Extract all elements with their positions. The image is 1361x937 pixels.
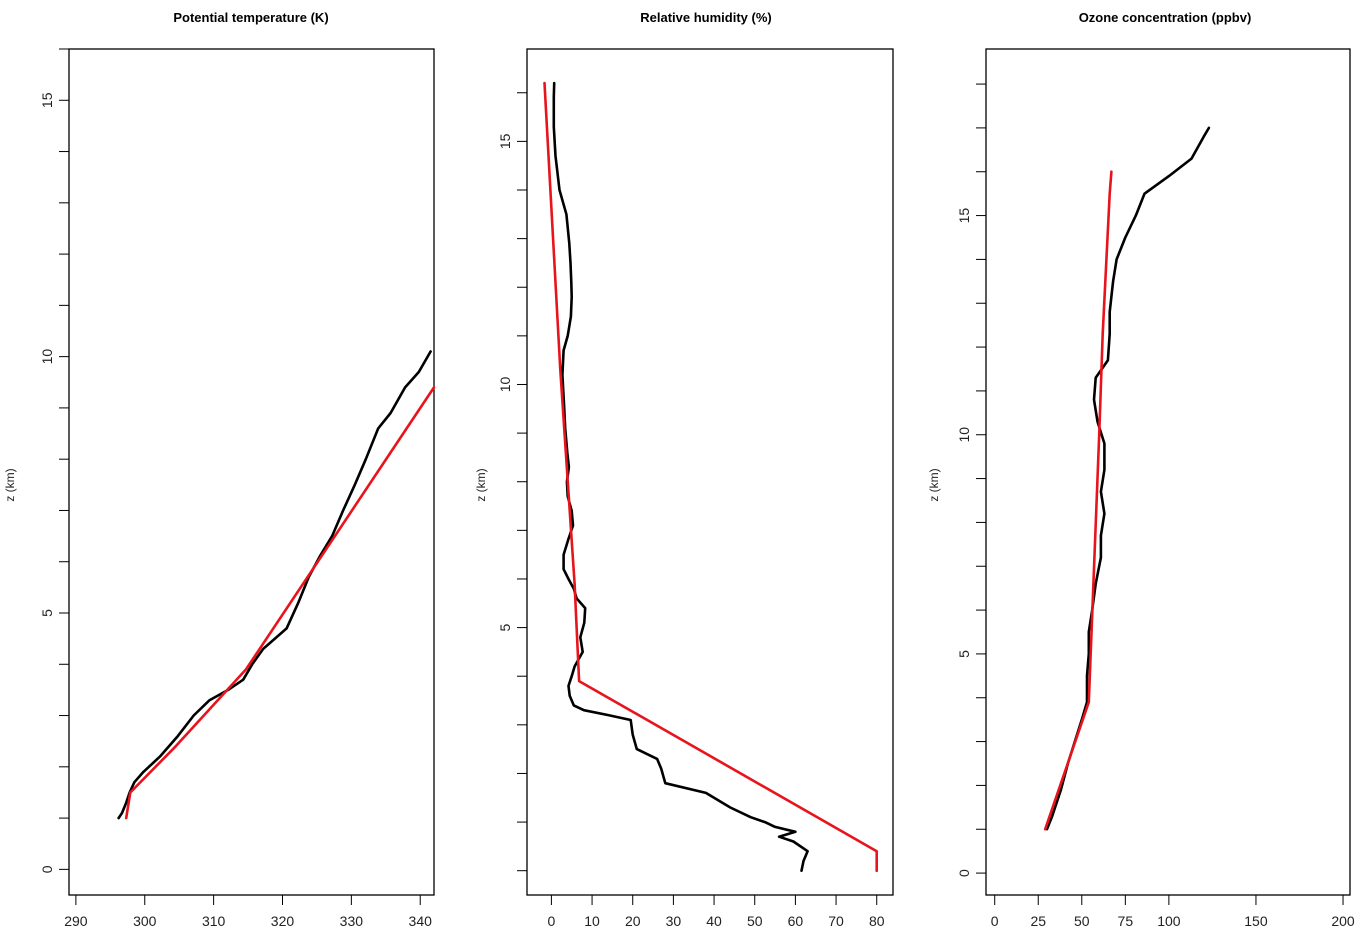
series-group-relative-humidity — [543, 81, 878, 872]
observed-profile-line-relative-humidity — [552, 81, 809, 872]
x-tick-label: 150 — [1244, 913, 1268, 929]
x-tick-label: 50 — [747, 913, 763, 929]
model-profile-line-relative-humidity — [543, 81, 878, 872]
x-tick-label: 70 — [828, 913, 844, 929]
y-tick-label: 15 — [497, 133, 513, 149]
x-tick-label: 340 — [409, 913, 433, 929]
y-axis-label-relative-humidity: z (km) — [474, 468, 488, 501]
y-axis-label-potential-temperature: z (km) — [3, 468, 17, 501]
panel-relative-humidity: Relative humidity (%) 5 10 15 0 10 20 30 40 50 6… — [474, 10, 894, 929]
x-tick-label: 330 — [340, 913, 364, 929]
series-group-ozone-concentration — [1043, 126, 1211, 831]
x-tick-label: 20 — [625, 913, 641, 929]
panel-potential-temperature: Potential temperature (K) 0 5 10 15 290 300 3… — [3, 10, 436, 929]
y-ticks-potential-temperature: 0 5 10 15 — [39, 48, 69, 873]
plot-frame-relative-humidity — [526, 48, 894, 896]
x-tick-label: 10 — [584, 913, 600, 929]
y-tick-label: 0 — [956, 869, 972, 877]
x-tick-label: 310 — [202, 913, 226, 929]
x-tick-label: 25 — [1030, 913, 1046, 929]
y-tick-label: 15 — [39, 92, 55, 108]
y-tick-label: 10 — [39, 349, 55, 365]
y-tick-label: 5 — [956, 650, 972, 658]
y-tick-label: 0 — [39, 865, 55, 873]
x-ticks-potential-temperature: 290 300 310 320 330 340 — [64, 895, 432, 929]
series-group-potential-temperature — [117, 350, 436, 820]
x-tick-label: 80 — [869, 913, 885, 929]
observed-profile-line-ozone-concentration — [1045, 126, 1211, 831]
title-potential-temperature: Potential temperature (K) — [173, 10, 328, 25]
y-tick-label: 10 — [497, 376, 513, 392]
y-ticks-relative-humidity: 5 10 15 — [497, 92, 527, 872]
plot-frame-potential-temperature — [68, 48, 435, 896]
model-profile-line-potential-temperature — [124, 386, 436, 820]
model-profile-line-ozone-concentration — [1043, 170, 1113, 831]
y-tick-label: 5 — [39, 609, 55, 617]
x-tick-label: 0 — [548, 913, 556, 929]
y-tick-label: 15 — [956, 208, 972, 224]
panel-ozone-concentration: Ozone concentration (ppbv) 0 5 10 15 0 25 50 7… — [927, 10, 1355, 929]
y-axis-label-ozone-concentration: z (km) — [927, 468, 941, 501]
x-tick-label: 290 — [64, 913, 88, 929]
x-tick-label: 40 — [706, 913, 722, 929]
title-relative-humidity: Relative humidity (%) — [640, 10, 771, 25]
x-tick-label: 200 — [1331, 913, 1355, 929]
x-tick-label: 100 — [1157, 913, 1181, 929]
title-ozone-concentration: Ozone concentration (ppbv) — [1079, 10, 1252, 25]
plot-frame-ozone-concentration — [985, 48, 1351, 896]
x-ticks-relative-humidity: 0 10 20 30 40 50 60 70 80 — [548, 895, 885, 929]
x-ticks-ozone-concentration: 0 25 50 75 100 150 200 — [991, 895, 1355, 929]
y-tick-label: 5 — [497, 623, 513, 631]
x-tick-label: 30 — [666, 913, 682, 929]
y-tick-label: 10 — [956, 427, 972, 443]
x-tick-label: 60 — [788, 913, 804, 929]
x-tick-label: 50 — [1074, 913, 1090, 929]
y-ticks-ozone-concentration: 0 5 10 15 — [956, 83, 986, 877]
x-tick-label: 75 — [1118, 913, 1134, 929]
x-tick-label: 300 — [133, 913, 157, 929]
observed-profile-line-potential-temperature — [117, 350, 432, 820]
x-tick-label: 320 — [271, 913, 295, 929]
x-tick-label: 0 — [991, 913, 999, 929]
